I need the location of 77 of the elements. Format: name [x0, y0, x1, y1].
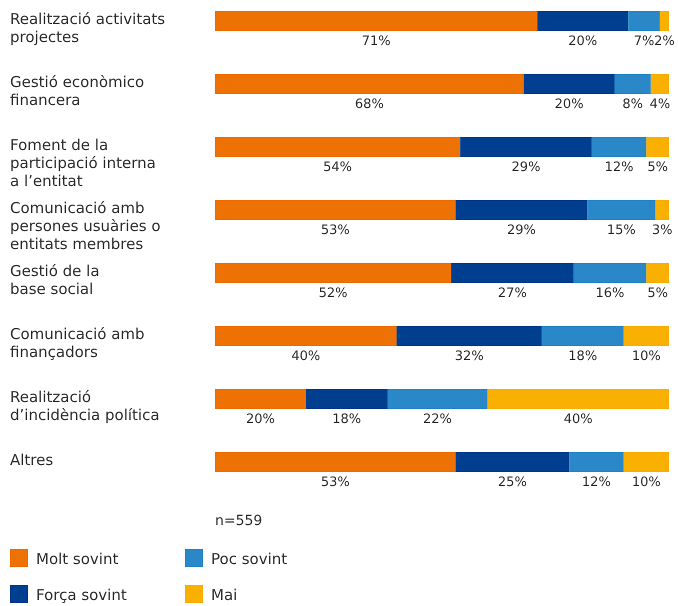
data-label: 5%: [647, 286, 668, 301]
data-label: 40%: [564, 412, 593, 427]
data-label: 5%: [647, 160, 668, 175]
bar: [487, 389, 669, 409]
y-tick-label: Foment de la participació interna a l’entitat: [10, 136, 156, 190]
data-label: 22%: [423, 412, 452, 427]
bar: [569, 452, 624, 472]
bar: [215, 11, 538, 31]
bar: [650, 74, 669, 94]
legend-label: Poc sovint: [211, 550, 288, 568]
data-label: 53%: [320, 475, 350, 490]
bar: [215, 326, 397, 346]
bar: [574, 263, 646, 283]
bar: [456, 200, 588, 220]
data-label: 20%: [568, 34, 598, 49]
bar: [542, 326, 624, 346]
bar: [456, 452, 570, 472]
y-tick-label: Realització d’incidència política: [10, 388, 160, 424]
bar: [524, 74, 615, 94]
bar: [460, 137, 592, 157]
data-label: 7%: [634, 34, 654, 49]
data-label: 18%: [332, 412, 362, 427]
bar: [396, 326, 542, 346]
data-label: 71%: [362, 34, 391, 49]
bar: [215, 263, 452, 283]
bar: [592, 137, 646, 157]
data-label: 29%: [506, 223, 536, 238]
data-label: 8%: [622, 97, 643, 112]
data-label: 2%: [654, 34, 675, 49]
y-tick-label: Altres: [10, 451, 54, 469]
bar: [306, 389, 388, 409]
bar: [215, 137, 460, 157]
legend-label: Força sovint: [36, 586, 127, 604]
legend-label: Mai: [211, 586, 238, 604]
bar: [215, 452, 456, 472]
data-label: 20%: [246, 412, 275, 427]
bar: [646, 263, 669, 283]
bar: [388, 389, 488, 409]
bar: [655, 200, 669, 220]
bar: [628, 11, 660, 31]
y-tick-label: Comunicació amb persones usuàries o entitats membres: [10, 199, 161, 253]
data-label: 52%: [318, 286, 348, 301]
y-tick-label: Gestió de la base social: [10, 262, 100, 298]
data-label: 40%: [291, 349, 320, 364]
data-label: 29%: [512, 160, 540, 175]
bar: [587, 200, 656, 220]
data-label: 18%: [568, 349, 598, 364]
bar: [614, 74, 651, 94]
y-tick-label: Comunicació amb finançadors: [10, 325, 145, 361]
data-label: 3%: [652, 223, 673, 238]
bar: [215, 74, 524, 94]
bar: [215, 200, 456, 220]
y-tick-label: Realització activitats projectes: [10, 10, 166, 46]
bar: [451, 263, 574, 283]
bar: [646, 137, 669, 157]
text: n=559: [215, 513, 262, 529]
bar: [624, 326, 669, 346]
data-label: 20%: [554, 97, 584, 112]
y-tick-label: Gestió econòmico financera: [10, 73, 144, 109]
data-label: 15%: [606, 223, 636, 238]
data-label: 16%: [596, 286, 624, 301]
data-label: 27%: [498, 286, 527, 301]
data-label: 12%: [582, 475, 611, 490]
data-label: 10%: [632, 475, 661, 490]
data-label: 68%: [354, 97, 384, 112]
data-label: 10%: [632, 349, 661, 364]
data-label: 12%: [604, 160, 634, 175]
bar: [660, 11, 669, 31]
bar: [215, 389, 306, 409]
data-label: 54%: [323, 160, 352, 175]
data-label: 4%: [650, 97, 670, 112]
data-label: 32%: [454, 349, 484, 364]
data-label: 53%: [320, 223, 350, 238]
bar: [624, 452, 669, 472]
bar: [537, 11, 628, 31]
data-label: 25%: [498, 475, 527, 490]
legend-label: Molt sovint: [36, 550, 118, 568]
